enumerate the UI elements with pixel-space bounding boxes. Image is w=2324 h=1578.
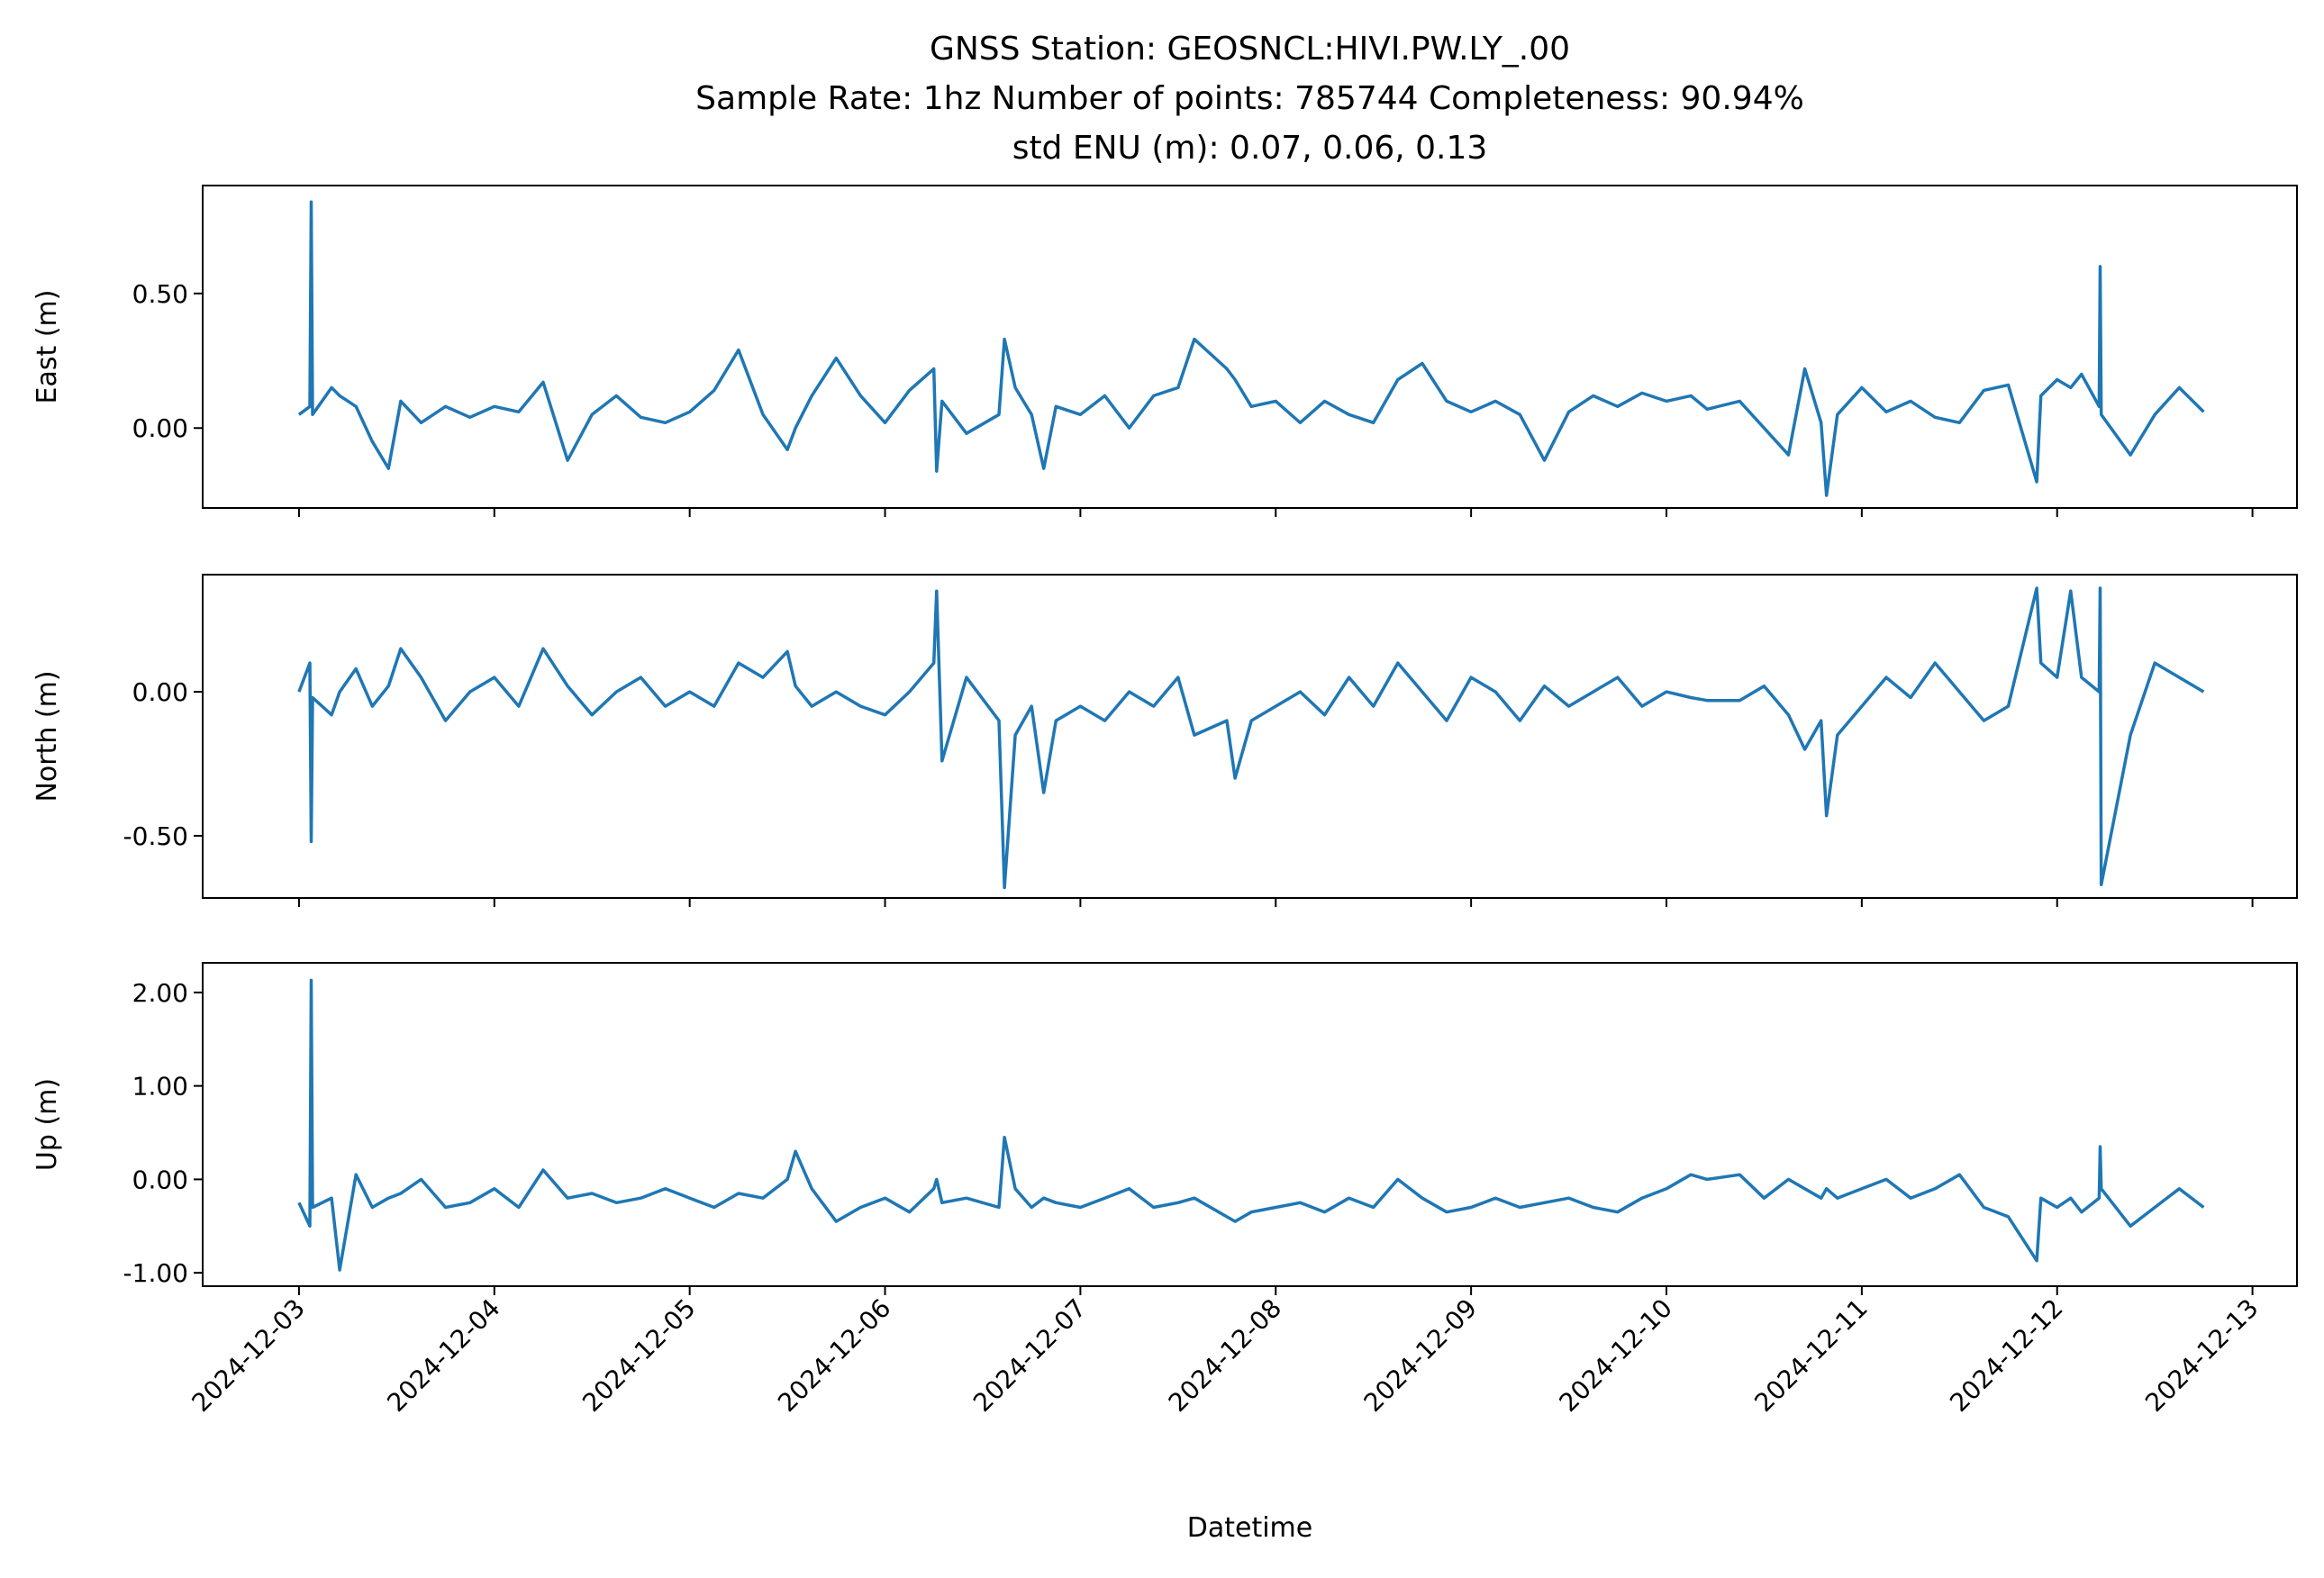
- data-line: [297, 586, 2205, 890]
- x-tick-label: 2024-12-10: [1554, 1293, 1678, 1418]
- x-tick-label: 2024-12-06: [772, 1293, 896, 1418]
- y-tick-label: 2.00: [132, 978, 188, 1008]
- axes-frame: [202, 962, 2298, 1287]
- y-axis-label: North (m): [32, 670, 63, 802]
- axes-frame: [202, 185, 2298, 509]
- x-axis-label: Datetime: [1187, 1512, 1312, 1544]
- chart-title: std ENU (m): 0.07, 0.06, 0.13: [1012, 130, 1488, 167]
- y-tick-label: -1.00: [123, 1258, 188, 1288]
- x-tick-label: 2024-12-05: [576, 1293, 701, 1418]
- chart-title: GNSS Station: GEOSNCL:HIVI.PW.LY_.00: [930, 31, 1570, 68]
- axes-frame: [202, 574, 2298, 899]
- x-tick-label: 2024-12-13: [2139, 1293, 2264, 1418]
- x-tick-label: 2024-12-12: [1944, 1293, 2068, 1418]
- y-tick-label: 0.00: [132, 413, 188, 443]
- x-tick-label: 2024-12-09: [1358, 1293, 1483, 1418]
- x-tick-label: 2024-12-11: [1748, 1293, 1873, 1418]
- x-tick-label: 2024-12-04: [381, 1293, 505, 1418]
- x-tick-label: 2024-12-08: [1163, 1293, 1287, 1418]
- y-tick-label: 1.00: [132, 1072, 188, 1102]
- data-line: [297, 200, 2205, 497]
- x-tick-label: 2024-12-03: [186, 1293, 310, 1418]
- y-axis-label: Up (m): [32, 1078, 63, 1171]
- data-line: [297, 978, 2205, 1272]
- y-tick-label: 0.50: [132, 279, 188, 309]
- y-axis-label: East (m): [32, 290, 63, 404]
- y-tick-label: 0.00: [132, 1165, 188, 1194]
- y-tick-label: -0.50: [123, 821, 188, 851]
- x-tick-label: 2024-12-07: [967, 1293, 1092, 1418]
- y-tick-label: 0.00: [132, 677, 188, 707]
- chart-title: Sample Rate: 1hz Number of points: 78574…: [695, 80, 1804, 117]
